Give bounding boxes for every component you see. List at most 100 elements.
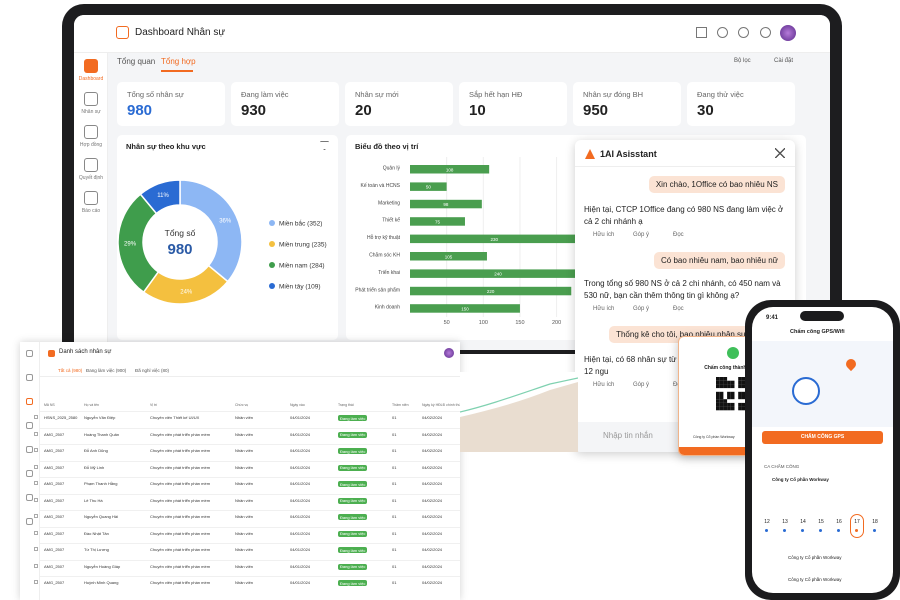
message-action[interactable]: Đọc [673,232,684,238]
header-icon[interactable] [717,27,728,38]
avatar[interactable] [780,25,796,41]
map [752,341,893,427]
header-icon[interactable] [696,27,707,38]
header-icon[interactable] [738,27,749,38]
message-action[interactable]: Góp ý [633,306,650,312]
message-action[interactable]: Hữu ích [593,382,615,388]
table-cell: Chuyên viên phát triển phần mềm [150,530,211,536]
table-tab[interactable]: Đang làm việc (900) [86,368,127,373]
y-tick-label: Chăm sóc KH [369,253,400,259]
row-checkbox[interactable] [34,530,38,535]
table-cell: 04/02/2024 [422,497,443,503]
checkin-button[interactable] [762,431,883,444]
tab[interactable]: Tổng quan [117,57,156,66]
qr-cell [741,380,746,385]
qr-cell [716,384,720,389]
bar-value-label: 240 [494,272,502,277]
message-action[interactable]: Góp ý [633,382,650,388]
kpi-value: 10 [469,102,486,119]
table-cell: Phạm Thanh Hằng [84,481,118,486]
table-cell: 04/02/2024 [422,514,443,519]
row-checkbox[interactable] [34,563,38,568]
status-badge: Đang làm việc [338,448,368,454]
row-checkbox[interactable] [34,481,38,485]
qr-cell [727,391,731,396]
table-cell: 04/01/2024 [290,464,311,470]
message-action[interactable]: Hữu ích [593,306,615,312]
tab[interactable]: Tổng hợp [161,57,196,66]
table-cell: Chuyên viên phát triển phần mềm [150,481,211,486]
message-action[interactable]: Đọc [673,306,684,312]
calendar-day[interactable]: 12 [764,519,770,525]
sidebar-icon[interactable] [26,374,33,381]
table-cell: Nhân viên [235,464,254,470]
qr-cell [723,406,728,411]
status-badge: Đang làm việc [338,514,368,520]
qr-cell [716,377,720,381]
sidebar-icon[interactable] [26,398,33,405]
table-cell: Nhân viên [235,415,254,420]
status-time: 9:41 [766,315,779,321]
row-checkbox[interactable] [34,547,38,551]
column-header: Mã NS [44,403,55,407]
bar-chart: 50 100 150 200 Quản lý 108 Kế toán và HCNS 50 Ma… [355,157,586,326]
calendar-day[interactable]: 13 [782,519,788,525]
qr-cell [730,402,735,407]
kpi-card: Tổng số nhân sự 980 [117,82,225,126]
sidebar-icon[interactable] [84,158,98,172]
row-checkbox[interactable] [34,580,38,584]
app-logo [116,26,129,39]
close-button[interactable] [775,148,785,158]
legend-swatch [269,241,275,247]
sidebar-icon[interactable] [26,350,33,357]
sidebar-icon[interactable] [84,59,98,73]
calendar-day[interactable]: 18 [872,519,878,525]
toolbar-button[interactable]: Bộ lọc [734,58,751,64]
calendar-day[interactable]: 16 [836,519,842,525]
table-cell: Đỗ Anh Dũng [84,448,108,453]
qr-cell [727,384,731,389]
kpi-value: 930 [241,102,267,119]
row-divider [40,444,460,445]
table-tab[interactable]: Tất cả (980) [58,368,83,373]
kpi-label: Đang thử việc [697,90,744,99]
sidebar-icon[interactable] [26,494,33,501]
sidebar-icon[interactable] [84,191,98,205]
sidebar-icon[interactable] [26,518,33,525]
status-badge: Đang làm việc [338,580,368,586]
row-checkbox[interactable] [34,431,38,436]
bar-value-label: 150 [461,307,469,312]
y-tick-label: Quản lý [383,166,401,172]
row-checkbox[interactable] [34,448,38,452]
calendar-day[interactable]: 15 [818,519,824,525]
table-tab[interactable]: Đã nghỉ việc (80) [135,368,170,373]
message-input[interactable]: Nhập tin nhắn [603,431,653,440]
sidebar [74,53,108,350]
kpi-card: Đang làm việc 930 [231,82,339,126]
qr-cell [719,380,724,385]
message-action[interactable]: Hữu ích [593,232,615,238]
qr-cell [716,402,720,407]
table-cell: 01 [392,431,397,437]
row-checkbox[interactable] [34,514,38,518]
sidebar-icon[interactable] [84,125,98,139]
calendar-day[interactable]: 14 [800,519,806,525]
row-checkbox[interactable] [34,464,38,469]
toolbar-button[interactable]: Cài đặt [774,58,794,64]
sidebar-icon[interactable] [26,446,33,453]
bot-message: Trong tổng số 980 NS ở cả 2 chi nhánh, c… [584,279,781,300]
top-bar [74,15,830,53]
row-checkbox[interactable] [34,497,38,502]
header-icon[interactable] [760,27,771,38]
calendar-day[interactable]: 17 [854,519,860,525]
app-logo [48,350,55,357]
message-action[interactable]: Góp ý [633,232,650,238]
sidebar-icon[interactable] [84,92,98,106]
bar-value-label: 50 [426,185,432,190]
row-checkbox[interactable] [34,415,38,419]
bar [410,269,586,278]
sidebar-icon[interactable] [26,422,33,429]
status-badge: Đang làm việc [338,415,368,421]
qr-cell [716,395,720,400]
sidebar-icon[interactable] [26,470,33,477]
